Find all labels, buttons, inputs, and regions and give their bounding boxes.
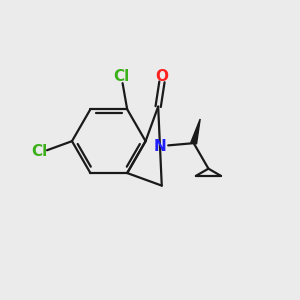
Polygon shape [191,119,200,144]
Text: Cl: Cl [113,69,129,84]
Text: N: N [154,139,166,154]
Text: O: O [155,69,169,84]
Text: Cl: Cl [32,144,48,159]
